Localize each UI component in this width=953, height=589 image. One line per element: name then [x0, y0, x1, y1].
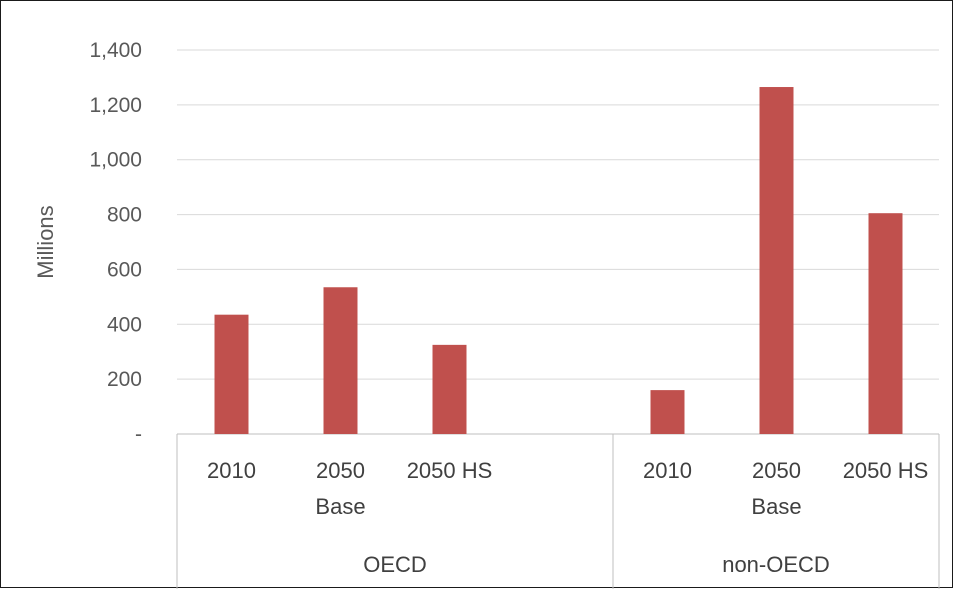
y-tick-label: 400	[107, 313, 142, 336]
y-axis-title: Millions	[33, 205, 58, 278]
y-tick-label: 1,400	[89, 39, 142, 62]
bar-oecd-2050-hs	[432, 344, 467, 434]
x-category-label: 2050 HS	[843, 458, 929, 483]
x-category-label: 2050	[316, 458, 365, 483]
bar-non-oecd-2010	[650, 390, 685, 434]
y-tick-label: 1,000	[89, 149, 142, 172]
x-category-label: 2050 HS	[407, 458, 493, 483]
x-category-label: Base	[751, 494, 801, 519]
bar-non-oecd-2050-base	[759, 87, 794, 435]
x-category-label: 2010	[643, 458, 692, 483]
bar-oecd-2010	[214, 314, 249, 434]
x-category-label: 2050	[752, 458, 801, 483]
bar-non-oecd-2050-hs	[868, 213, 903, 434]
x-category-label: 2010	[207, 458, 256, 483]
x-group-label: OECD	[363, 552, 427, 577]
y-tick-label: 200	[107, 368, 142, 391]
x-category-label: Base	[315, 494, 365, 519]
bar-oecd-2050-base	[323, 287, 358, 434]
y-tick-label: -	[135, 423, 142, 446]
y-tick-label: 800	[107, 204, 142, 227]
x-group-label: non-OECD	[722, 552, 830, 577]
y-tick-label: 1,200	[89, 94, 142, 117]
y-tick-label: 600	[107, 258, 142, 281]
